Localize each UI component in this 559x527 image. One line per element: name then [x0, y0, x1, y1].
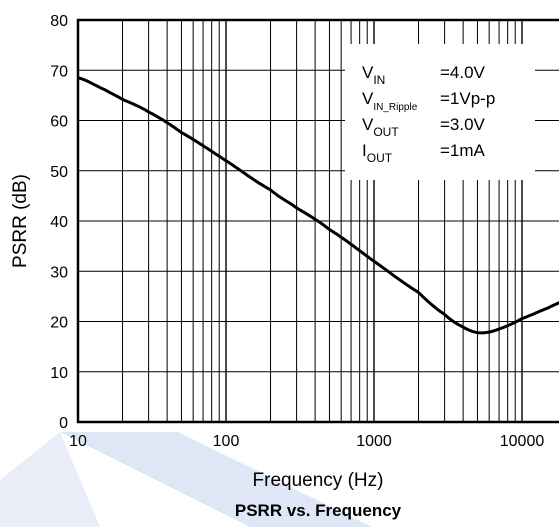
legend-entry-label: VOUT: [362, 115, 399, 139]
legend-entry-subscript: IN_Ripple: [373, 102, 417, 113]
x-tick-label: 100: [213, 433, 240, 450]
legend-entry-label: VIN_Ripple: [362, 89, 418, 113]
y-tick-label: 50: [50, 164, 68, 181]
x-tick-label: 10000: [500, 433, 545, 450]
legend-entry-value: =3.0V: [440, 115, 486, 134]
legend-entry-symbol: V: [362, 63, 374, 82]
y-tick-label: 80: [50, 13, 68, 30]
watermark-band: [0, 432, 100, 527]
chart-title: PSRR vs. Frequency: [235, 501, 402, 520]
psrr-line: [77, 76, 559, 335]
legend-box: [345, 44, 535, 180]
legend-entry-subscript: OUT: [373, 125, 399, 139]
watermark-shape: [0, 432, 372, 527]
y-tick-label: 40: [50, 214, 68, 231]
y-tick-labels: 0 10 20 30 40 50 60 70 80: [50, 13, 68, 432]
legend-entry-value: =1mA: [440, 141, 486, 160]
watermark-band: [60, 432, 372, 527]
legend-entry-symbol: I: [362, 141, 367, 160]
legend-entry-label: VIN: [362, 63, 385, 87]
y-tick-label: 60: [50, 114, 68, 131]
y-axis-title: PSRR (dB): [10, 174, 31, 268]
plot-frame: [76, 18, 559, 424]
legend-entry-label: IOUT: [362, 141, 393, 165]
y-tick-label: 30: [50, 264, 68, 281]
legend-entry-symbol: V: [362, 115, 374, 134]
x-tick-labels: 10 100 1000 10000: [69, 433, 544, 450]
legend-entry-subscript: IN: [373, 73, 385, 87]
x-axis-title: Frequency (Hz): [253, 470, 384, 491]
y-tick-label: 20: [50, 315, 68, 332]
y-tick-label: 70: [50, 63, 68, 80]
y-tick-label: 0: [59, 415, 68, 432]
legend-entry-value: =4.0V: [440, 63, 486, 82]
legend-entry-value: =1Vp-p: [440, 89, 495, 108]
legend-entry-subscript: OUT: [367, 151, 393, 165]
y-tick-label: 10: [50, 365, 68, 382]
x-tick-label: 10: [69, 433, 87, 450]
legend-entry-symbol: V: [362, 89, 374, 108]
x-tick-label: 1000: [356, 433, 392, 450]
